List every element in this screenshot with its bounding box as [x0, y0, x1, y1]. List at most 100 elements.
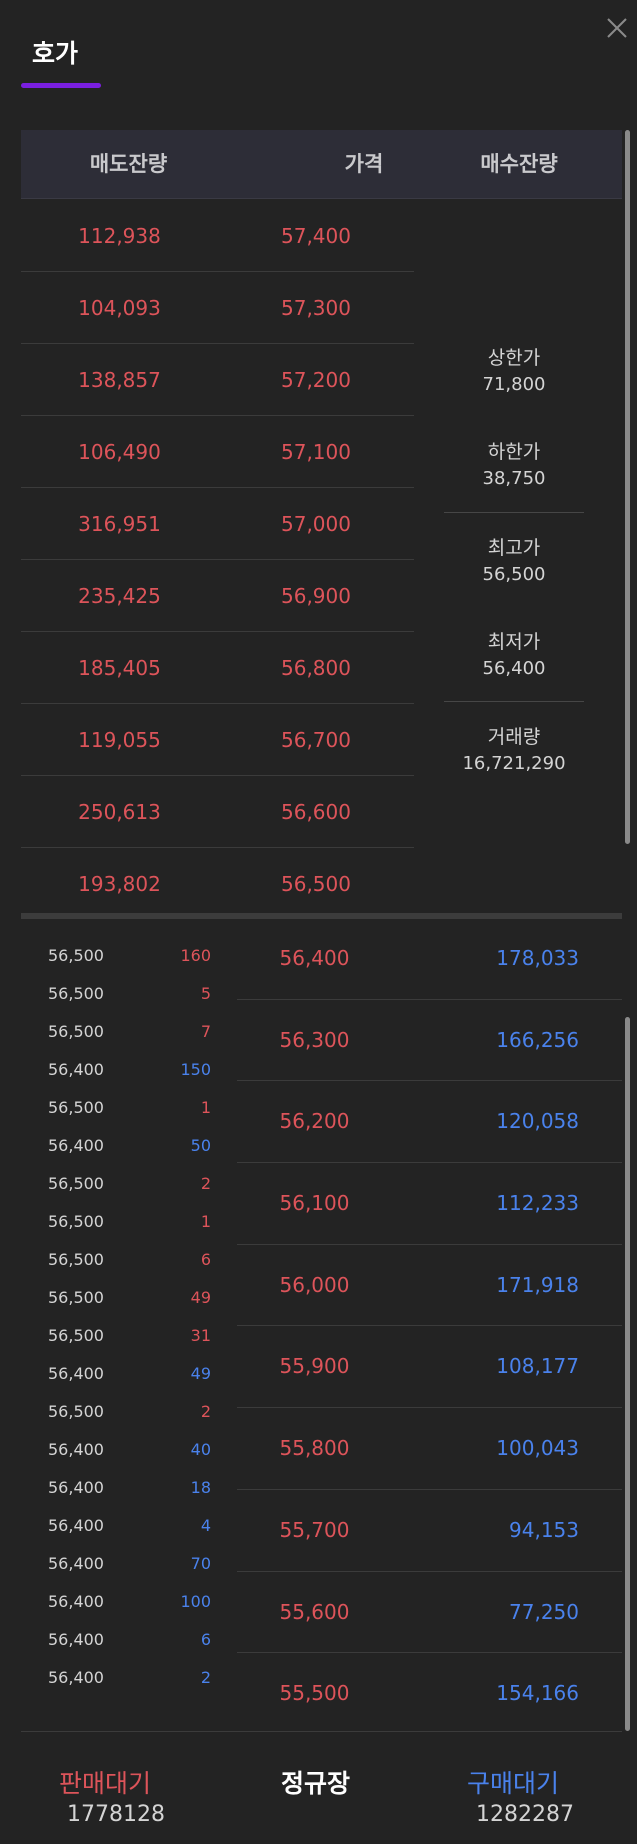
- tick-volume: 2: [200, 1174, 211, 1193]
- close-icon: [607, 18, 627, 38]
- ask-row[interactable]: 106,490 57,100: [21, 416, 414, 488]
- tick-price: 56,500: [48, 1250, 104, 1269]
- tick-volume: 2: [200, 1402, 211, 1421]
- ask-row[interactable]: 316,951 57,000: [21, 488, 414, 560]
- tick-volume: 150: [180, 1060, 211, 1079]
- ask-price: 57,000: [281, 512, 351, 536]
- ask-row[interactable]: 185,405 56,800: [21, 632, 414, 704]
- lower-scrollbar[interactable]: [625, 1017, 630, 1731]
- tick-row: 56,400 2: [21, 1668, 234, 1706]
- tick-row: 56,500 6: [21, 1250, 234, 1288]
- buy-wait-label: 구매대기: [467, 1769, 560, 1798]
- tick-price: 56,500: [48, 946, 104, 965]
- ask-price: 56,800: [281, 656, 351, 680]
- tick-volume: 18: [190, 1478, 211, 1497]
- bid-row[interactable]: 55,800 100,043: [237, 1408, 622, 1490]
- orderbook-header: 매도잔량 가격 매수잔량: [21, 130, 622, 199]
- bid-qty: 77,250: [509, 1599, 579, 1624]
- ask-qty: 235,425: [78, 584, 161, 608]
- ask-qty: 106,490: [78, 440, 161, 464]
- tick-price: 56,400: [48, 1364, 104, 1383]
- tick-volume: 7: [200, 1022, 211, 1041]
- tick-volume: 6: [200, 1250, 211, 1269]
- high-price-label: 최고가: [487, 537, 541, 559]
- bid-price: 55,700: [279, 1517, 350, 1542]
- buy-wait-value: 1282287: [476, 1802, 574, 1827]
- bid-price: 55,800: [279, 1436, 350, 1461]
- ask-row[interactable]: 193,802 56,500: [21, 848, 414, 920]
- low-price-value: 56,400: [482, 658, 546, 679]
- bid-row[interactable]: 56,000 171,918: [237, 1245, 622, 1327]
- bid-list: 56,400 178,033 56,300 166,256 56,200 120,05…: [237, 918, 622, 1735]
- high-price-block: 최고가 56,500: [444, 533, 584, 585]
- bid-row[interactable]: 55,600 77,250: [237, 1572, 622, 1654]
- bid-qty: 94,153: [509, 1517, 579, 1542]
- bid-row[interactable]: 56,400 178,033: [237, 918, 622, 1000]
- tab-orderbook[interactable]: 호가: [32, 39, 79, 68]
- tick-price: 56,500: [48, 1098, 104, 1117]
- tick-price: 56,500: [48, 1022, 104, 1041]
- ask-row[interactable]: 119,055 56,700: [21, 704, 414, 776]
- bid-row[interactable]: 56,100 112,233: [237, 1163, 622, 1245]
- bid-price: 55,500: [279, 1681, 350, 1706]
- tick-volume: 5: [200, 984, 211, 1003]
- tick-price: 56,400: [48, 1478, 104, 1497]
- tick-row: 56,500 1: [21, 1212, 234, 1250]
- tick-volume: 31: [190, 1326, 211, 1345]
- lower-limit-label: 하한가: [487, 441, 541, 463]
- tick-price: 56,500: [48, 1212, 104, 1231]
- tick-price: 56,500: [48, 1288, 104, 1307]
- bid-row[interactable]: 56,300 166,256: [237, 1000, 622, 1082]
- ask-price: 56,500: [281, 872, 351, 896]
- bid-price: 55,900: [279, 1354, 350, 1379]
- bid-row[interactable]: 55,700 94,153: [237, 1490, 622, 1572]
- volume-value: 16,721,290: [462, 753, 566, 774]
- tick-price: 56,400: [48, 1592, 104, 1611]
- tick-row: 56,400 49: [21, 1364, 234, 1402]
- tick-row: 56,400 70: [21, 1554, 234, 1592]
- tick-row: 56,500 5: [21, 984, 234, 1022]
- ask-qty: 193,802: [78, 872, 161, 896]
- bid-row[interactable]: 55,500 154,166: [237, 1653, 622, 1735]
- tick-price: 56,400: [48, 1440, 104, 1459]
- ask-row[interactable]: 138,857 57,200: [21, 344, 414, 416]
- tick-volume: 2: [200, 1668, 211, 1687]
- upper-limit-value: 71,800: [482, 374, 546, 395]
- ask-qty: 119,055: [78, 728, 161, 752]
- upper-limit-label: 상한가: [487, 347, 541, 369]
- tick-price: 56,500: [48, 1402, 104, 1421]
- info-divider: [444, 512, 584, 513]
- bid-qty: 120,058: [496, 1109, 579, 1134]
- tick-price: 56,400: [48, 1136, 104, 1155]
- ask-row[interactable]: 112,938 57,400: [21, 200, 414, 272]
- bid-qty: 171,918: [496, 1272, 579, 1297]
- tick-price: 56,400: [48, 1554, 104, 1573]
- bid-row[interactable]: 55,900 108,177: [237, 1326, 622, 1409]
- bid-price: 55,600: [279, 1599, 350, 1624]
- trade-ticks: 56,500 160 56,500 5 56,500 7 56,400 150 56,5…: [21, 946, 234, 1706]
- ask-qty: 250,613: [78, 800, 161, 824]
- close-button[interactable]: [603, 14, 631, 42]
- low-price-block: 최저가 56,400: [444, 627, 584, 679]
- upper-scrollbar[interactable]: [625, 130, 630, 844]
- bid-qty: 166,256: [496, 1027, 579, 1052]
- bid-price: 56,300: [279, 1027, 350, 1052]
- ask-row[interactable]: 250,613 56,600: [21, 776, 414, 848]
- low-price-label: 최저가: [487, 631, 541, 653]
- tick-price: 56,400: [48, 1668, 104, 1687]
- ask-qty: 185,405: [78, 656, 161, 680]
- bid-qty: 108,177: [496, 1354, 579, 1379]
- tick-row: 56,500 31: [21, 1326, 234, 1364]
- tick-price: 56,400: [48, 1516, 104, 1535]
- bid-qty-header: 매수잔량: [480, 152, 558, 176]
- tick-row: 56,500 49: [21, 1288, 234, 1326]
- ask-price: 56,900: [281, 584, 351, 608]
- ask-price: 57,300: [281, 296, 351, 320]
- bid-row[interactable]: 56,200 120,058: [237, 1081, 622, 1164]
- tick-volume: 40: [190, 1440, 211, 1459]
- ask-row[interactable]: 235,425 56,900: [21, 560, 414, 632]
- volume-block: 거래량 16,721,290: [444, 722, 584, 774]
- ask-qty: 138,857: [78, 368, 161, 392]
- ask-row[interactable]: 104,093 57,300: [21, 272, 414, 344]
- section-divider: [21, 913, 622, 919]
